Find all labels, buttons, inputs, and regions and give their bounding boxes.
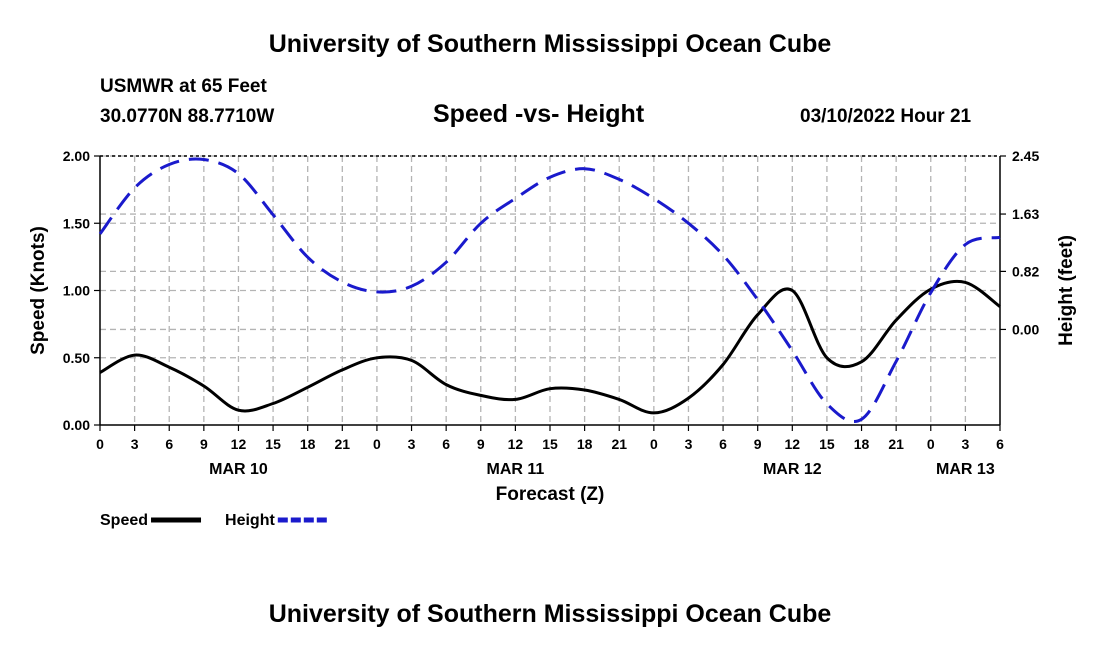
y2-tick-label: 2.45 bbox=[1012, 148, 1039, 164]
x-tick-label: 3 bbox=[961, 436, 969, 452]
x-tick-label: 6 bbox=[996, 436, 1004, 452]
x-tick-label: 18 bbox=[854, 436, 870, 452]
coordinates-label: 30.0770N 88.7710W bbox=[100, 106, 275, 127]
legend-label-height: Height bbox=[225, 512, 275, 529]
x-tick-label: 9 bbox=[200, 436, 208, 452]
x-tick-label: 12 bbox=[508, 436, 524, 452]
date-label: MAR 10 bbox=[209, 461, 268, 478]
x-tick-label: 3 bbox=[408, 436, 416, 452]
station-label: USMWR at 65 Feet bbox=[100, 76, 267, 97]
x-tick-label: 6 bbox=[165, 436, 173, 452]
x-tick-label: 15 bbox=[542, 436, 558, 452]
date-label: MAR 11 bbox=[486, 461, 544, 478]
x-tick-label: 9 bbox=[477, 436, 485, 452]
legend-label-speed: Speed bbox=[100, 512, 148, 529]
y2-tick-label: 0.00 bbox=[1012, 321, 1039, 337]
x-tick-label: 18 bbox=[300, 436, 316, 452]
x-tick-label: 21 bbox=[888, 436, 904, 452]
x-tick-label: 15 bbox=[819, 436, 835, 452]
x-tick-label: 0 bbox=[650, 436, 658, 452]
chart-subtitle: Speed -vs- Height bbox=[433, 100, 645, 128]
x-tick-label: 21 bbox=[335, 436, 351, 452]
x-tick-label: 0 bbox=[373, 436, 381, 452]
y-tick-label: 2.00 bbox=[63, 148, 90, 164]
date-label: MAR 13 bbox=[936, 461, 995, 478]
x-tick-label: 0 bbox=[96, 436, 104, 452]
series-line-height bbox=[98, 157, 1001, 423]
y2-axis-title: Height (feet) bbox=[1056, 235, 1077, 346]
x-tick-label: 0 bbox=[927, 436, 935, 452]
x-tick-label: 21 bbox=[611, 436, 627, 452]
y-tick-label: 0.50 bbox=[63, 350, 90, 366]
y-tick-label: 1.00 bbox=[63, 283, 90, 299]
x-axis-title: Forecast (Z) bbox=[496, 484, 605, 505]
series-line-speed bbox=[99, 279, 1001, 415]
x-tick-label: 18 bbox=[577, 436, 593, 452]
date-label: MAR 12 bbox=[763, 461, 822, 478]
y-tick-label: 0.00 bbox=[63, 417, 90, 433]
x-tick-label: 9 bbox=[754, 436, 762, 452]
y-axis-title: Speed (Knots) bbox=[28, 226, 49, 355]
x-tick-label: 6 bbox=[442, 436, 450, 452]
x-tick-label: 12 bbox=[231, 436, 247, 452]
x-tick-label: 12 bbox=[785, 436, 801, 452]
y2-tick-label: 1.63 bbox=[1012, 206, 1039, 222]
x-tick-label: 3 bbox=[131, 436, 139, 452]
x-tick-label: 3 bbox=[685, 436, 693, 452]
speed-height-chart: 0 3 6 9 12 15 18 21 0 3 6 9 12 15 18 21 0 3 6 9 12 15 18 21 0 3 6M… bbox=[28, 148, 1077, 529]
x-tick-label: 15 bbox=[265, 436, 281, 452]
footer-title: University of Southern Mississippi Ocean… bbox=[268, 600, 832, 628]
y2-tick-label: 0.82 bbox=[1012, 263, 1039, 279]
main-title: University of Southern Mississippi Ocean… bbox=[268, 30, 832, 58]
forecast-datetime: 03/10/2022 Hour 21 bbox=[800, 106, 972, 127]
y-tick-label: 1.50 bbox=[63, 215, 90, 231]
x-tick-label: 6 bbox=[719, 436, 727, 452]
